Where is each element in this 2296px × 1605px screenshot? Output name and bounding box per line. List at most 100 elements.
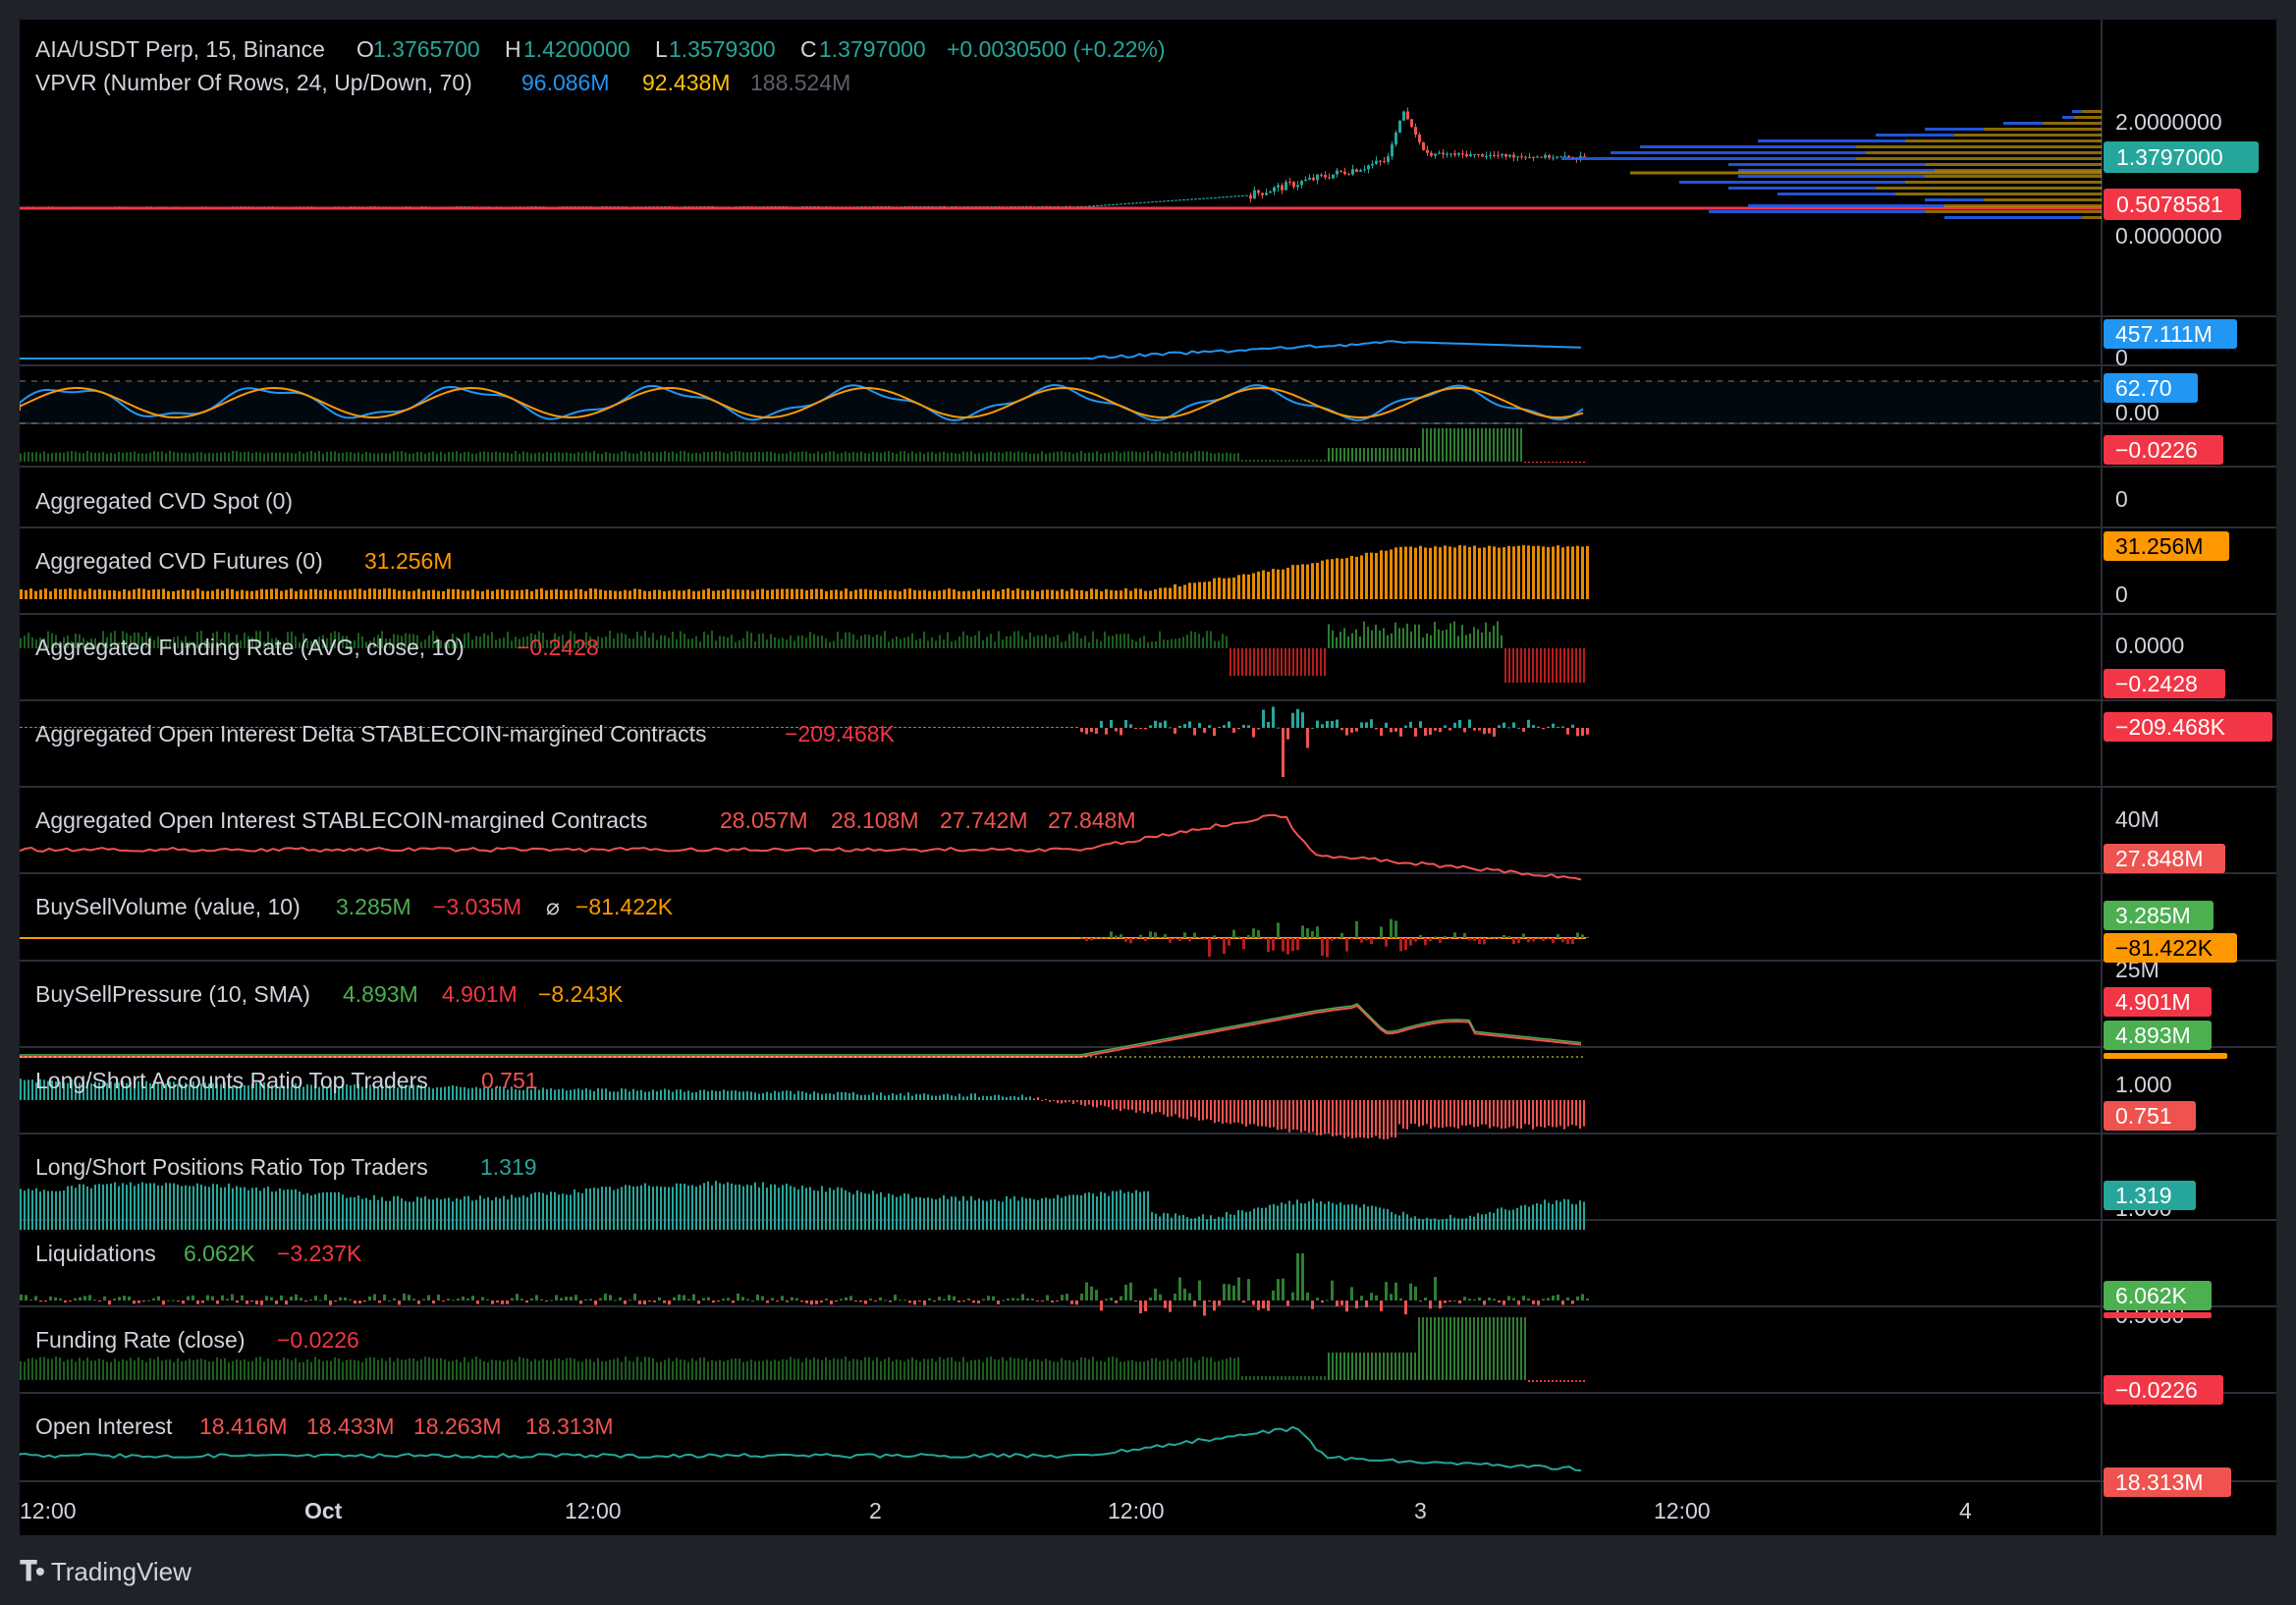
ls-accounts-histogram-bar [224,1081,226,1100]
oi-delta-histogram-bar [732,727,735,728]
agg-funding-histogram-bar [1257,648,1259,676]
funding-histogram-bar [1520,1317,1522,1380]
oi-open: 18.416M [199,1413,288,1439]
funding-histogram-bar [1202,1356,1204,1380]
cvd-futures-histogram-bar [427,590,430,599]
oi-low: 18.263M [413,1413,502,1439]
pane3-histogram-bar [660,452,662,462]
ls-accounts-histogram-bar [1249,1100,1251,1125]
ls-positions-histogram-bar [405,1200,407,1230]
oi-delta-histogram-bar [231,727,234,728]
ls-accounts-histogram-bar [275,1082,277,1100]
cvd-futures-histogram-bar [535,588,538,599]
funding-histogram-bar [1285,1376,1286,1380]
cvd-futures-histogram-bar [1090,588,1093,599]
funding-histogram-bar [141,1359,143,1380]
agg-funding-histogram-bar [550,639,552,648]
price-candle [1155,200,1158,202]
ls-accounts-histogram-bar [43,1079,45,1100]
funding-histogram-bar [1501,1317,1503,1380]
pane3-histogram-bar [1131,451,1133,462]
tradingview-logo[interactable]: 𝐓• TradingView [20,1554,191,1589]
oi-delta-histogram-bar [211,727,214,728]
pane3-histogram-bar [1202,451,1204,462]
funding-value: −0.0226 [277,1327,359,1353]
pane3-histogram-bar [1336,448,1338,462]
pane3-histogram-bar [1332,448,1334,462]
cvd-futures-histogram-bar [177,590,180,599]
cvd-futures-histogram-bar [1228,578,1230,599]
price-candle [1532,156,1535,158]
cvd-futures-histogram-bar [344,589,347,599]
agg-funding-histogram-bar [196,632,198,648]
funding-histogram-bar [1080,1356,1082,1380]
price-candle [1084,205,1087,207]
pane3-histogram-bar [852,452,854,462]
chart-canvas[interactable]: AIA/USDT Perp, 15, Binance O 1.3765700 H… [20,20,2276,1535]
cvd-futures-histogram-bar [1007,588,1010,599]
cvd-futures-histogram-bar [1439,547,1442,599]
oi-delta-histogram-bar [589,727,592,728]
liquidations-histogram-bar [187,1296,190,1301]
funding-histogram-bar [1112,1356,1114,1380]
oi-delta-histogram-bar [79,727,82,728]
vpvr-bar-up [1611,151,1866,154]
cvd-futures-histogram-bar [339,590,342,599]
ls-accounts-histogram-bar [1017,1096,1019,1100]
funding-histogram-bar [935,1361,937,1380]
bsv-histogram-bar [1463,932,1466,938]
pane3-histogram-bar [605,451,607,462]
pane3-histogram-bar [609,453,611,462]
cvd-futures-histogram-bar [206,590,209,599]
cvd-futures-histogram-bar [791,588,793,599]
oi-delta-histogram-bar [594,727,597,728]
oi-delta-histogram-bar [943,727,946,728]
ls-positions-histogram-bar [1536,1202,1538,1230]
price-candle [1104,204,1107,206]
cvd-futures-histogram-bar [187,589,190,599]
agg-funding-histogram-bar [503,637,505,648]
ls-positions-histogram-bar [475,1199,477,1230]
time-axis[interactable]: 12:00 Oct 12:00 2 12:00 3 12:00 4 [20,1498,1972,1523]
ls-accounts-histogram-bar [401,1084,403,1100]
ls-positions-histogram-bar [369,1199,371,1230]
funding-histogram-bar [1418,1317,1420,1380]
ls-accounts-histogram-bar [892,1093,894,1100]
oi-delta-histogram-bar [1110,719,1113,728]
agg-funding-histogram-bar [558,636,560,648]
agg-funding-histogram-bar [118,641,120,648]
ls-positions-histogram-bar [876,1193,878,1230]
bsv-histogram-bar [1105,937,1108,939]
agg-funding-histogram-bar [428,635,430,648]
oi-delta-histogram-bar [383,727,386,728]
ls-positions-histogram-bar [279,1188,281,1230]
agg-funding-histogram-bar [617,633,619,648]
bsv-histogram-bar [1080,937,1083,939]
cvd-futures-histogram-bar [59,589,62,599]
cvd-futures-histogram-bar [683,590,685,599]
liquidations-histogram-bar [501,1301,504,1304]
pane3-histogram-bar [1457,428,1459,462]
cvd-futures-histogram-bar [1473,545,1476,599]
cvd-futures-histogram-bar [44,588,47,599]
ls-accounts-histogram-bar [534,1087,536,1100]
funding-histogram-bar [1084,1357,1086,1380]
oi-delta-histogram-bar [550,727,553,728]
agg-funding-histogram-bar [169,640,171,648]
oi-delta-histogram-bar [1247,725,1250,728]
ls-positions-histogram-bar [868,1193,870,1230]
agg-funding-histogram-bar [1304,648,1306,676]
price-axis[interactable]: 2.0000000 0.0000000 0 0.00 0 0 0.0000 40… [2115,109,2222,1328]
agg-funding-histogram-bar [522,636,524,648]
cvd-futures-histogram-bar [648,590,651,599]
cvd-futures-histogram-bar [1414,547,1417,599]
pane3-histogram-bar [1394,448,1396,462]
funding-histogram-bar [1006,1360,1008,1380]
cvd-futures-histogram-bar [520,589,523,599]
liquidations-histogram-bar [1169,1301,1172,1312]
ls-positions-histogram-bar [542,1192,544,1230]
agg-funding-histogram-bar [1155,640,1157,648]
ls-accounts-histogram-bar [1332,1100,1334,1136]
oi-delta-histogram-bar [452,727,455,728]
ls-accounts-histogram-bar [790,1090,792,1100]
